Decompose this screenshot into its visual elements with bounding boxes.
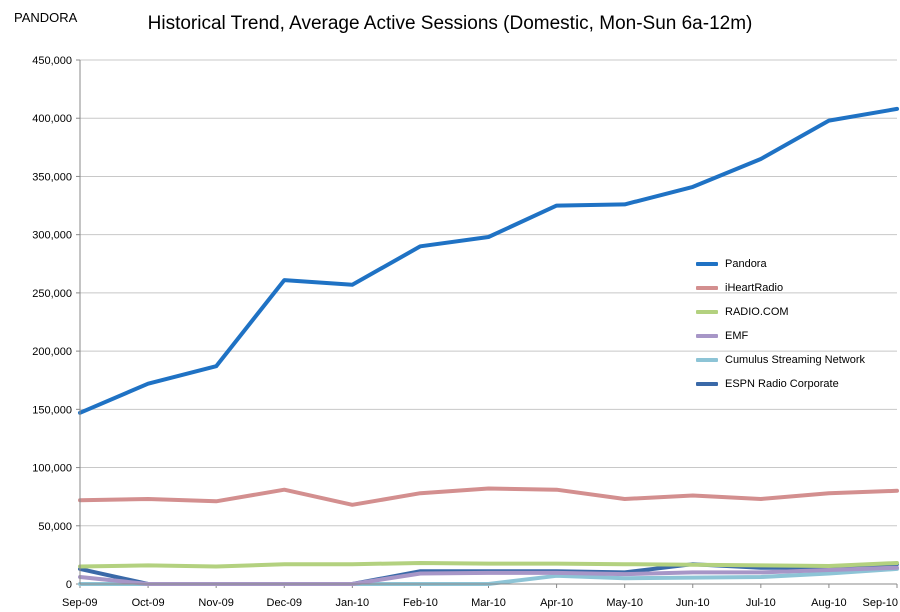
legend-item: iHeartRadio xyxy=(696,276,865,300)
y-tick-label: 450,000 xyxy=(32,55,72,67)
x-tick-label: Dec-09 xyxy=(267,597,302,609)
y-tick-label: 150,000 xyxy=(32,404,72,416)
series-line-pandora xyxy=(78,106,899,415)
x-tick-label: Feb-10 xyxy=(403,597,438,609)
y-tick-label: 100,000 xyxy=(32,463,72,475)
x-tick-label: Jul-10 xyxy=(746,597,776,609)
y-tick-label: 250,000 xyxy=(32,288,72,300)
y-tick-label: 300,000 xyxy=(32,230,72,242)
legend-label: EMF xyxy=(725,330,749,342)
legend-swatch xyxy=(696,358,718,362)
y-tick-label: 350,000 xyxy=(32,171,72,183)
x-tick-label: May-10 xyxy=(606,597,643,609)
x-tick-label: Apr-10 xyxy=(540,597,573,609)
legend-item: RADIO.COM xyxy=(696,300,865,324)
legend-item: Cumulus Streaming Network xyxy=(696,348,865,372)
x-tick-label: Jan-10 xyxy=(336,597,370,609)
chart-title: Historical Trend, Average Active Session… xyxy=(147,13,753,34)
legend-label: Pandora xyxy=(725,258,767,270)
x-tick-label: Jun-10 xyxy=(676,597,710,609)
legend-swatch xyxy=(696,262,718,266)
y-tick-label: 50,000 xyxy=(38,521,72,533)
x-tick-label: Sep-10 xyxy=(863,597,898,609)
legend-swatch xyxy=(696,286,718,290)
series-line-radio-com xyxy=(78,561,899,569)
legend-label: ESPN Radio Corporate xyxy=(725,378,839,390)
x-tick-label: Nov-09 xyxy=(198,597,233,609)
y-tick-label: 200,000 xyxy=(32,346,72,358)
y-tick-label: 0 xyxy=(66,579,72,591)
y-axis-ticks: 0 50,000 100,000 150,000 200,000 250,000 300,0… xyxy=(32,55,80,591)
legend-label: Cumulus Streaming Network xyxy=(725,354,865,366)
x-tick-label: Mar-10 xyxy=(471,597,506,609)
legend-item: Pandora xyxy=(696,252,865,276)
legend-label: RADIO.COM xyxy=(725,306,789,318)
legend-item: ESPN Radio Corporate xyxy=(696,372,865,396)
legend-swatch xyxy=(696,310,718,314)
legend-label: iHeartRadio xyxy=(725,282,784,294)
series-line-iheartradio xyxy=(78,486,899,507)
x-tick-label: Aug-10 xyxy=(811,597,846,609)
x-tick-label: Sep-09 xyxy=(62,597,97,609)
legend-swatch xyxy=(696,382,718,386)
x-axis-ticks: Sep-09 Oct-09 Nov-09 Dec-09 Jan-10 Feb-10 Mar-… xyxy=(62,584,898,609)
legend-swatch xyxy=(696,334,718,338)
y-tick-label: 400,000 xyxy=(32,113,72,125)
legend-item: EMF xyxy=(696,324,865,348)
x-tick-label: Oct-09 xyxy=(132,597,165,609)
brand-label: PANDORA xyxy=(14,10,78,25)
gridlines xyxy=(80,59,897,585)
chart-legend: Pandora iHeartRadio RADIO.COM EMF Cumulus St… xyxy=(696,252,865,396)
